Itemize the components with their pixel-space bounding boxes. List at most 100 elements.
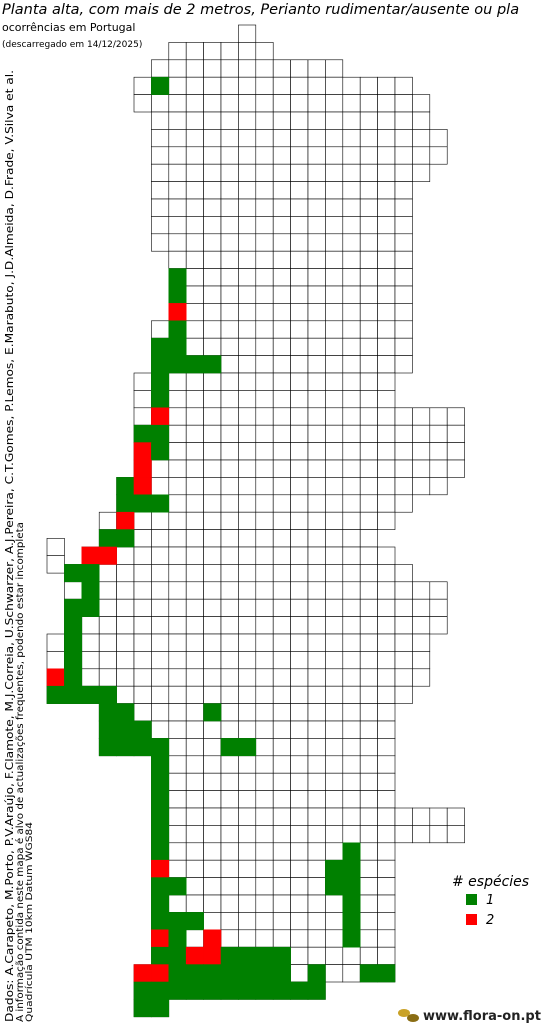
grid-cell bbox=[220, 685, 239, 704]
grid-cell bbox=[342, 372, 361, 391]
grid-cell bbox=[377, 285, 396, 304]
grid-cell bbox=[342, 459, 361, 478]
grid-cell bbox=[272, 877, 291, 896]
grid-cell bbox=[412, 163, 431, 182]
grid-cell bbox=[377, 946, 396, 965]
occurrence-cell bbox=[151, 929, 170, 948]
occurrence-cell bbox=[168, 946, 187, 965]
grid-cell bbox=[290, 442, 309, 461]
grid-cell bbox=[168, 459, 187, 478]
grid-cell bbox=[238, 424, 257, 443]
grid-cell bbox=[429, 442, 448, 461]
disclaimer: A informação contida neste mapa é alvo d… bbox=[15, 522, 26, 1022]
grid-cell bbox=[394, 216, 413, 235]
occurrence-cell bbox=[185, 912, 204, 931]
grid-cell bbox=[272, 303, 291, 322]
grid-cell bbox=[238, 790, 257, 809]
grid-cell bbox=[203, 94, 222, 113]
grid-cell bbox=[238, 355, 257, 374]
grid-cell bbox=[342, 685, 361, 704]
grid-cell bbox=[377, 111, 396, 130]
grid-cell bbox=[255, 685, 274, 704]
grid-cell bbox=[307, 529, 326, 548]
occurrence-cell bbox=[168, 268, 187, 287]
grid-cell bbox=[238, 303, 257, 322]
grid-cell bbox=[359, 842, 378, 861]
grid-cell bbox=[185, 703, 204, 722]
grid-cell bbox=[220, 198, 239, 217]
grid-cell bbox=[359, 807, 378, 826]
grid-cell bbox=[446, 825, 465, 844]
grid-cell bbox=[185, 233, 204, 252]
grid-cell bbox=[290, 181, 309, 200]
grid-cell bbox=[325, 59, 344, 78]
occurrence-cell bbox=[151, 494, 170, 513]
grid-cell bbox=[342, 946, 361, 965]
occurrence-cell bbox=[220, 981, 239, 1000]
grid-cell bbox=[290, 929, 309, 948]
occurrence-cell bbox=[220, 946, 239, 965]
grid-note: Quadrícula UTM 10km Datum WGS84 bbox=[25, 822, 35, 1022]
grid-cell bbox=[325, 772, 344, 791]
grid-cell bbox=[185, 268, 204, 287]
grid-cell bbox=[255, 111, 274, 130]
grid-cell bbox=[255, 303, 274, 322]
grid-cell bbox=[342, 668, 361, 687]
grid-cell bbox=[290, 459, 309, 478]
grid-cell bbox=[377, 337, 396, 356]
grid-cell bbox=[307, 477, 326, 496]
occurrence-cell bbox=[133, 424, 152, 443]
grid-cell bbox=[359, 946, 378, 965]
occurrence-cell bbox=[168, 929, 187, 948]
grid-cell bbox=[168, 598, 187, 617]
grid-cell bbox=[325, 825, 344, 844]
grid-cell bbox=[359, 633, 378, 652]
grid-cell bbox=[290, 859, 309, 878]
grid-cell bbox=[394, 111, 413, 130]
grid-cell bbox=[185, 877, 204, 896]
grid-cell bbox=[377, 424, 396, 443]
grid-cell bbox=[290, 337, 309, 356]
grid-cell bbox=[255, 163, 274, 182]
grid-cell bbox=[151, 511, 170, 530]
grid-cell bbox=[98, 616, 117, 635]
occurrence-cell bbox=[203, 703, 222, 722]
grid-cell bbox=[98, 668, 117, 687]
occurrence-cell bbox=[133, 442, 152, 461]
grid-cell bbox=[168, 564, 187, 583]
grid-cell bbox=[359, 94, 378, 113]
grid-cell bbox=[272, 929, 291, 948]
grid-cell bbox=[168, 407, 187, 426]
grid-cell bbox=[255, 129, 274, 148]
grid-cell bbox=[133, 546, 152, 565]
grid-cell bbox=[272, 146, 291, 165]
grid-cell bbox=[342, 494, 361, 513]
grid-cell bbox=[185, 76, 204, 95]
grid-cell bbox=[220, 842, 239, 861]
grid-cell bbox=[290, 755, 309, 774]
occurrence-cell bbox=[255, 981, 274, 1000]
grid-cell bbox=[359, 268, 378, 287]
grid-cell bbox=[185, 581, 204, 600]
grid-cell bbox=[359, 285, 378, 304]
grid-cell bbox=[394, 825, 413, 844]
occurrence-cell bbox=[151, 859, 170, 878]
grid-cell bbox=[377, 790, 396, 809]
occurrence-cell bbox=[151, 912, 170, 931]
grid-cell bbox=[168, 755, 187, 774]
grid-cell bbox=[359, 216, 378, 235]
grid-cell bbox=[220, 459, 239, 478]
grid-cell bbox=[255, 668, 274, 687]
grid-cell bbox=[220, 407, 239, 426]
grid-cell bbox=[185, 685, 204, 704]
grid-cell bbox=[377, 825, 396, 844]
occurrence-cell bbox=[151, 738, 170, 757]
grid-cell bbox=[168, 111, 187, 130]
grid-cell bbox=[185, 807, 204, 826]
occurrence-cell bbox=[64, 633, 83, 652]
grid-cell bbox=[307, 181, 326, 200]
grid-cell bbox=[272, 390, 291, 409]
grid-cell bbox=[168, 59, 187, 78]
grid-cell bbox=[203, 546, 222, 565]
grid-cell bbox=[272, 198, 291, 217]
